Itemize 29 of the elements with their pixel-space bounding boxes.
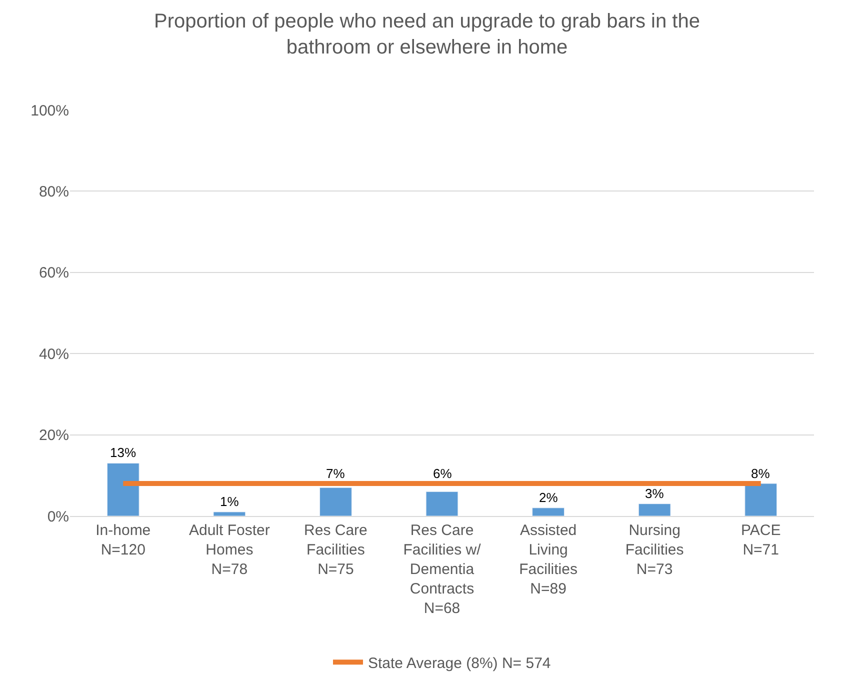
- legend-label: State Average (8%) N= 574: [368, 655, 551, 672]
- x-tick-label: Nursing Facilities N=73: [625, 522, 684, 578]
- bar: [426, 491, 458, 516]
- y-tick-label: 60%: [38, 264, 69, 282]
- x-tick-label: Assisted Living Facilities N=89: [519, 522, 578, 598]
- y-tick-label: 20%: [38, 427, 69, 444]
- x-tick-label: Res Care Facilities w/ Dementia Contracts N=68: [403, 522, 482, 617]
- bar: [213, 512, 246, 516]
- data-label: 13%: [110, 445, 136, 460]
- data-label: 1%: [220, 494, 240, 509]
- data-label: 2%: [539, 490, 558, 505]
- data-label: 7%: [326, 466, 346, 481]
- y-tick-label: 80%: [38, 183, 69, 200]
- y-tick-label: 0%: [47, 508, 69, 526]
- bar: [744, 483, 778, 516]
- y-tick-label: 100%: [30, 102, 69, 120]
- x-tick-label: In-home N=120: [96, 522, 151, 558]
- bar: [532, 508, 564, 516]
- data-label: 6%: [433, 466, 452, 481]
- x-tick-label: PACE N=71: [740, 522, 781, 558]
- data-label: 8%: [751, 466, 770, 481]
- x-tick-label: Res Care Facilities N=75: [304, 522, 368, 578]
- chart-title: Proportion of people who need an upgrade to grab bars in the bathroom or elsewhere in home: [154, 10, 700, 59]
- x-tick-label: Adult Foster Homes N=78: [188, 522, 270, 578]
- y-tick-label: 40%: [38, 346, 69, 363]
- bar: [320, 487, 352, 516]
- data-label: 3%: [645, 486, 664, 501]
- bar: [106, 462, 140, 516]
- bar: [638, 504, 671, 516]
